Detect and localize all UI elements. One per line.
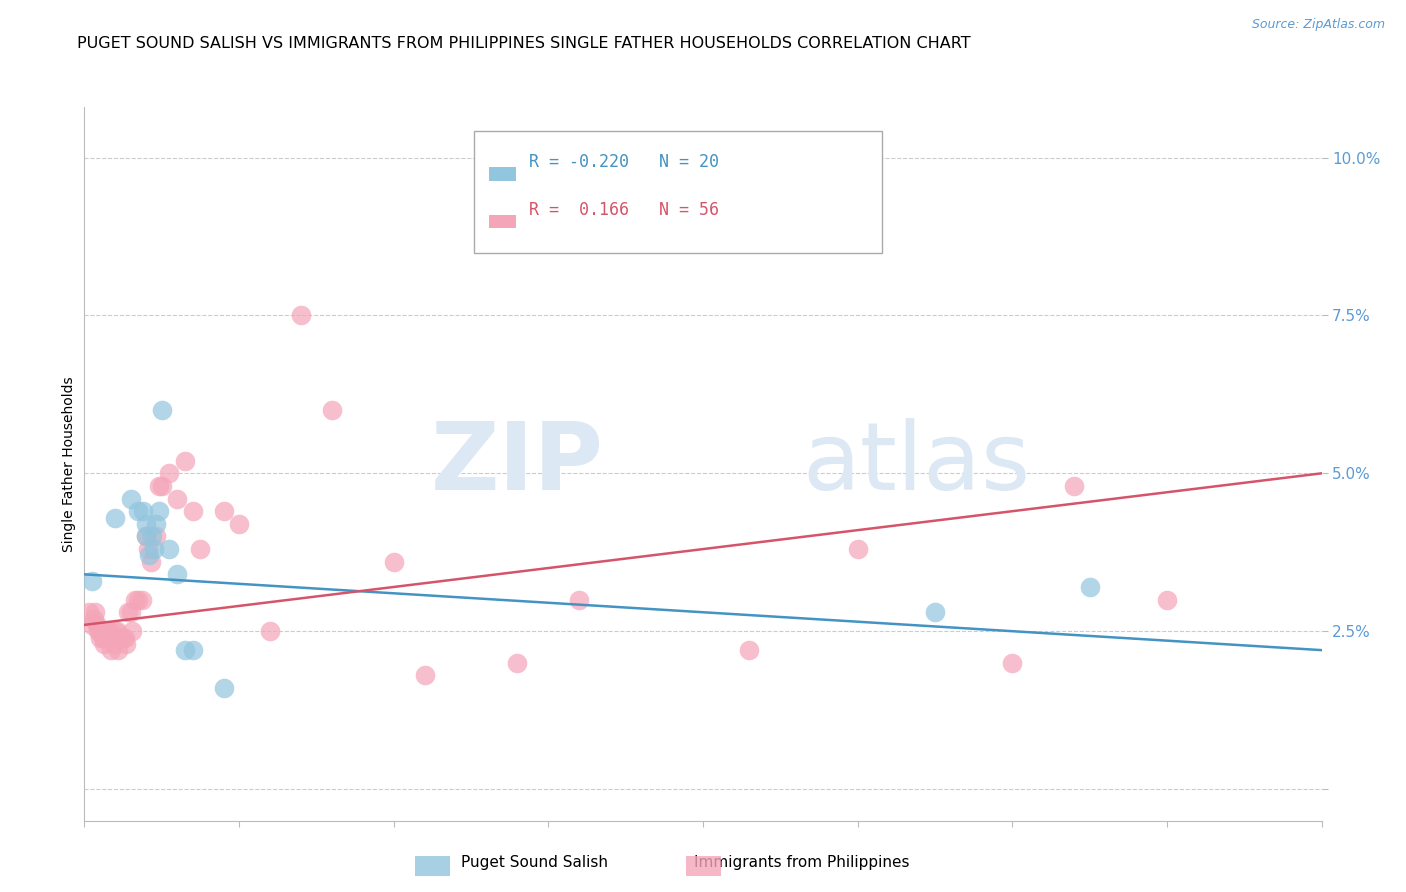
Point xyxy=(98,624,121,639)
Point xyxy=(94,624,117,639)
Point xyxy=(105,624,128,639)
Point xyxy=(112,631,135,645)
Point xyxy=(321,403,343,417)
Point xyxy=(108,631,131,645)
Point xyxy=(131,592,153,607)
Bar xyxy=(489,167,516,180)
Point xyxy=(568,592,591,607)
Point xyxy=(91,631,114,645)
Point xyxy=(136,542,159,557)
Point xyxy=(93,637,115,651)
Point xyxy=(138,549,160,563)
Point xyxy=(174,643,197,657)
Point xyxy=(96,631,118,645)
Point xyxy=(506,656,529,670)
Point xyxy=(259,624,281,639)
Point xyxy=(135,529,157,543)
Point xyxy=(83,611,105,625)
Point xyxy=(101,631,124,645)
Point xyxy=(89,624,111,639)
Point xyxy=(924,605,946,619)
Point xyxy=(212,504,235,518)
Point xyxy=(661,213,683,227)
Point xyxy=(100,643,122,657)
Point xyxy=(212,681,235,695)
Point xyxy=(135,516,157,531)
Point xyxy=(738,643,761,657)
Point xyxy=(174,453,197,467)
Text: Puget Sound Salish: Puget Sound Salish xyxy=(461,855,607,870)
Point xyxy=(84,605,107,619)
Point xyxy=(124,592,146,607)
Text: Immigrants from Philippines: Immigrants from Philippines xyxy=(693,855,910,870)
Point xyxy=(413,668,436,682)
Point xyxy=(1001,656,1024,670)
FancyBboxPatch shape xyxy=(474,131,883,252)
Point xyxy=(290,309,312,323)
Point xyxy=(120,605,142,619)
Point xyxy=(82,574,104,588)
Point xyxy=(114,631,136,645)
Point xyxy=(77,605,100,619)
Text: atlas: atlas xyxy=(801,417,1031,510)
Point xyxy=(115,637,138,651)
Point xyxy=(1156,592,1178,607)
Point xyxy=(188,542,211,557)
Point xyxy=(104,510,127,524)
Point xyxy=(143,542,166,557)
Point xyxy=(148,479,170,493)
Point xyxy=(166,567,188,582)
Point xyxy=(107,643,129,657)
Point xyxy=(181,643,204,657)
Point xyxy=(90,624,112,639)
Point xyxy=(145,529,167,543)
Point xyxy=(121,624,143,639)
Point xyxy=(846,542,869,557)
Point xyxy=(82,618,104,632)
Point xyxy=(150,479,173,493)
Y-axis label: Single Father Households: Single Father Households xyxy=(62,376,76,551)
Point xyxy=(120,491,142,506)
Point xyxy=(181,504,204,518)
Point xyxy=(150,403,173,417)
Point xyxy=(141,529,163,543)
Text: ZIP: ZIP xyxy=(432,417,605,510)
Point xyxy=(148,504,170,518)
Point xyxy=(135,529,157,543)
Point xyxy=(104,624,127,639)
Point xyxy=(159,467,180,481)
Point xyxy=(139,555,162,569)
Point xyxy=(145,516,167,531)
Point xyxy=(1063,479,1085,493)
Point xyxy=(117,605,139,619)
Point xyxy=(159,542,180,557)
Point xyxy=(103,637,125,651)
Bar xyxy=(489,215,516,228)
Point xyxy=(166,491,188,506)
Point xyxy=(382,555,405,569)
Point xyxy=(86,618,108,632)
Point xyxy=(127,504,149,518)
Point xyxy=(132,504,155,518)
Point xyxy=(228,516,250,531)
Point xyxy=(89,631,111,645)
Text: R = -0.220   N = 20: R = -0.220 N = 20 xyxy=(529,153,718,170)
Point xyxy=(1078,580,1101,594)
Text: R =  0.166   N = 56: R = 0.166 N = 56 xyxy=(529,201,718,219)
Point xyxy=(127,592,149,607)
Text: PUGET SOUND SALISH VS IMMIGRANTS FROM PHILIPPINES SINGLE FATHER HOUSEHOLDS CORRE: PUGET SOUND SALISH VS IMMIGRANTS FROM PH… xyxy=(77,36,972,51)
Text: Source: ZipAtlas.com: Source: ZipAtlas.com xyxy=(1251,18,1385,31)
Point xyxy=(87,624,110,639)
